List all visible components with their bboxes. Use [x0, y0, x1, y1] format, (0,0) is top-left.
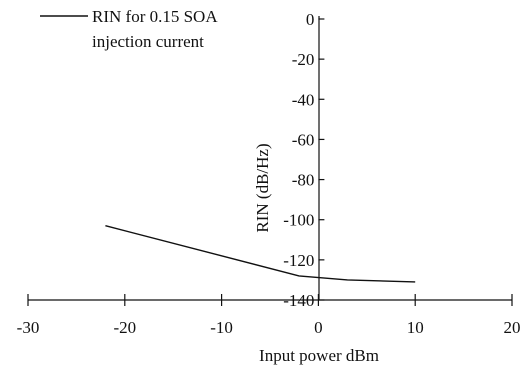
series-line-rin: [105, 225, 416, 283]
y-tick-label: -100: [283, 211, 314, 230]
x-ticks: -30 -20 -10 0 10 20: [17, 294, 521, 337]
legend: RIN for 0.15 SOA injection current: [40, 7, 218, 51]
x-tick-label: 10: [407, 318, 424, 337]
x-tick-label: -30: [17, 318, 40, 337]
y-tick-label: -20: [292, 50, 315, 69]
y-ticks: 0 -20 -40 -60 -80 -100 -120 -140: [283, 10, 325, 310]
y-tick-label: -140: [283, 291, 314, 310]
x-tick-label: -10: [210, 318, 233, 337]
x-axis-label: Input power dBm: [259, 346, 379, 365]
y-tick-label: 0: [306, 10, 315, 29]
legend-label-line1: RIN for 0.15 SOA: [92, 7, 218, 26]
y-tick-label: -120: [283, 251, 314, 270]
y-axis-label: RIN (dB/Hz): [253, 143, 272, 232]
legend-label-line2: injection current: [92, 32, 204, 51]
y-tick-label: -40: [292, 90, 315, 109]
y-tick-label: -60: [292, 130, 315, 149]
x-tick-label: 20: [504, 318, 521, 337]
x-tick-label: -20: [113, 318, 136, 337]
x-tick-label: 0: [314, 318, 323, 337]
y-tick-label: -80: [292, 171, 315, 190]
